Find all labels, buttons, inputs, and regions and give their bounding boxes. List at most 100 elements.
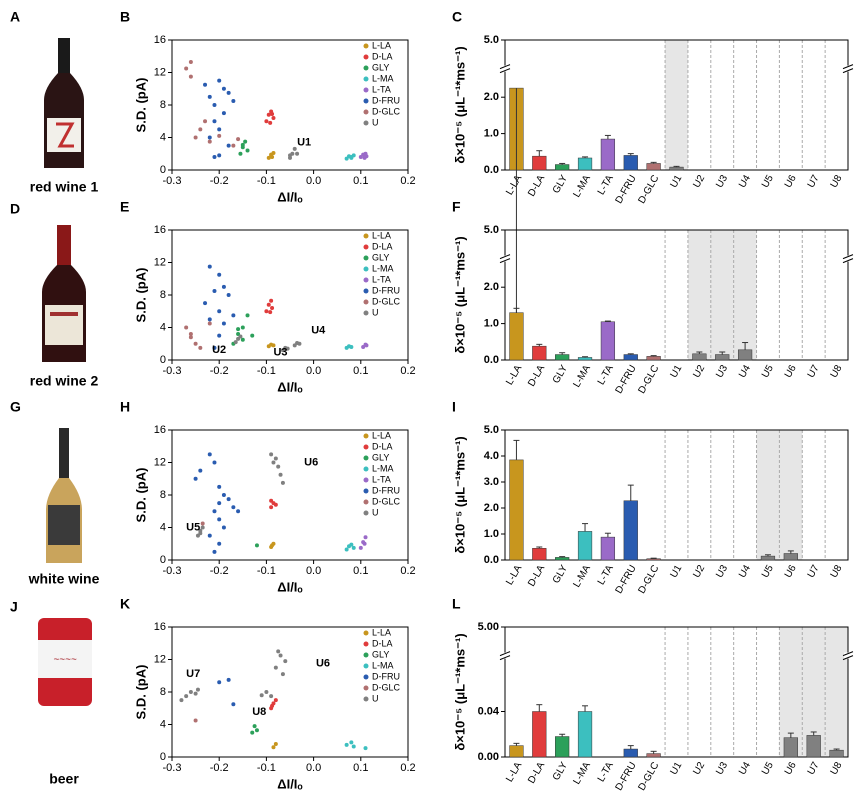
annotation: U1 (297, 136, 311, 148)
x-tick-label: U7 (806, 760, 822, 777)
x-tick-label: U5 (760, 173, 776, 190)
legend-marker (363, 663, 369, 669)
data-point (188, 59, 193, 64)
x-tick-label: 0.0 (306, 762, 321, 774)
data-point (349, 542, 354, 547)
legend-box (360, 63, 406, 74)
legend-marker (363, 244, 369, 250)
data-point (207, 452, 212, 457)
bar (577, 531, 593, 561)
data-point (266, 112, 271, 117)
data-point (212, 155, 217, 159)
highlight-column (733, 230, 757, 360)
data-point (273, 665, 278, 670)
x-tick-label: 0.2 (400, 762, 415, 774)
bar (532, 345, 547, 361)
annotation: U3 (273, 347, 287, 359)
x-tick-label: L-MA (571, 363, 593, 389)
legend-marker (363, 255, 369, 261)
x-tick-label: U8 (829, 760, 845, 777)
data-point (198, 127, 203, 132)
legend-box (360, 464, 406, 475)
error-bar (536, 704, 543, 712)
data-point (236, 327, 241, 332)
data-point (207, 321, 212, 326)
x-tick-label: -0.1 (257, 365, 276, 377)
legend-marker (363, 444, 369, 450)
data-point (238, 151, 243, 156)
legend-label: D-LA (372, 241, 393, 251)
legend-marker (363, 455, 369, 461)
legend-marker (363, 630, 369, 636)
data-point (254, 543, 259, 548)
x-tick-label: -0.2 (210, 365, 229, 377)
y-axis-label: S.D. (pA) (133, 665, 148, 720)
data-point (198, 531, 203, 536)
bar (623, 748, 638, 758)
error-bar (787, 550, 794, 554)
data-point (217, 78, 222, 83)
data-point (221, 86, 226, 91)
x-tick-label: U1 (668, 563, 684, 580)
y-tick-label: 2.0 (484, 281, 499, 293)
legend-box (360, 475, 406, 486)
data-point (240, 337, 245, 342)
highlight-column (802, 627, 826, 757)
error-bar (719, 351, 726, 355)
annotation: U7 (186, 668, 200, 680)
data-point (252, 724, 257, 729)
axis-break (499, 258, 511, 264)
bar (555, 354, 570, 361)
axis-break (842, 254, 854, 260)
data-point (212, 288, 217, 293)
axis-break (499, 64, 511, 70)
data-point (297, 341, 302, 346)
x-tick-label: D-FRU (614, 363, 639, 395)
legend-label: D-FRU (372, 671, 400, 681)
data-point (271, 460, 276, 465)
legend-marker (363, 652, 369, 658)
y-tick-label: 8 (160, 289, 166, 301)
bar (623, 500, 638, 561)
panel-letter: B (120, 9, 130, 25)
annotation: U2 (212, 344, 226, 356)
annotation: U6 (316, 657, 330, 669)
error-bar (742, 342, 749, 350)
x-tick-label: L-MA (571, 760, 593, 786)
y-tick-label: 16 (154, 621, 166, 633)
legend-label: D-GLC (372, 296, 401, 306)
data-point (349, 155, 354, 159)
legend-box (360, 264, 406, 275)
data-point (266, 302, 271, 307)
x-tick-label: D-FRU (614, 173, 639, 205)
x-tick-label: U2 (691, 363, 707, 380)
x-axis-label: ΔI/Iₒ (277, 379, 303, 394)
bar (532, 548, 547, 561)
x-tick-label: U1 (668, 363, 684, 380)
error-bar (536, 546, 543, 549)
bar (783, 737, 798, 758)
x-tick-label: L-MA (571, 563, 593, 589)
error-bar (787, 732, 794, 738)
data-point (188, 332, 193, 336)
y-tick-label: 0.0 (484, 164, 499, 176)
data-point (217, 153, 222, 158)
error-bar (513, 742, 520, 746)
data-point (207, 135, 212, 140)
data-point (203, 119, 208, 124)
x-tick-label: D-LA (526, 363, 547, 389)
data-point (288, 153, 292, 158)
data-point (276, 464, 281, 469)
y-tick-label: 8 (160, 489, 166, 501)
legend-box (360, 85, 406, 96)
data-point (269, 452, 274, 457)
bar (623, 155, 638, 171)
legend-label: L-TA (372, 274, 391, 284)
x-tick-label: L-MA (571, 173, 593, 199)
data-point (278, 653, 283, 658)
data-point (231, 98, 236, 103)
x-tick-label: U8 (829, 563, 845, 580)
data-point (271, 116, 276, 120)
x-tick-label: L-LA (504, 760, 524, 784)
